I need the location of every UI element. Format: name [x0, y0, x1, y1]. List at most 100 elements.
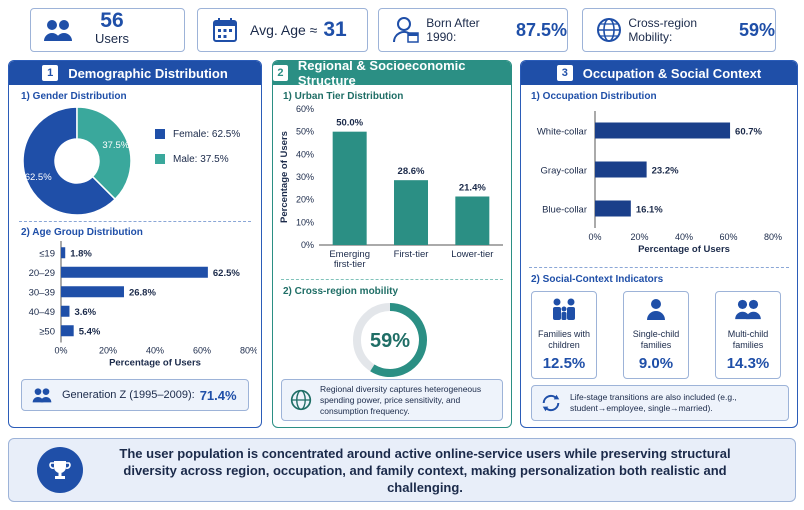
- born-after-value: 87.5%: [515, 19, 567, 40]
- x-tick-label: 80%: [240, 346, 257, 356]
- donut-slice-male: [76, 106, 132, 201]
- age-bar-value: 3.6%: [74, 307, 96, 318]
- trophy-icon: [37, 447, 83, 493]
- y-tick-label: 60%: [296, 104, 314, 114]
- age-bar-value: 26.8%: [129, 287, 156, 298]
- occupation-bar-value: 60.7%: [735, 127, 762, 138]
- indicator-cards: Families with children 12.5% Single-chil…: [531, 291, 789, 379]
- section-divider: [19, 221, 251, 222]
- calendar-icon: [210, 15, 240, 45]
- urban-category-label: first-tier: [334, 259, 366, 270]
- transition-note: Life-stage transitions are also included…: [531, 385, 789, 421]
- x-tick-label: 20%: [99, 346, 117, 356]
- urban-category-label: Lower-tier: [451, 249, 493, 260]
- x-tick-label: 40%: [146, 346, 164, 356]
- born-after-stat-card: Born After 1990: 87.5%: [378, 8, 568, 52]
- urban-bar-value: 50.0%: [336, 118, 363, 129]
- age-category-label: 30–39: [29, 287, 55, 298]
- age-bar: [61, 247, 66, 259]
- x-axis-title: Percentage of Users: [638, 244, 730, 255]
- occupation-title: 1) Occupation Distribution: [531, 91, 657, 102]
- avg-age-stat-card: Avg. Age ≈ 31: [197, 8, 368, 52]
- x-axis-title: Percentage of Users: [109, 358, 201, 369]
- age-bar: [61, 325, 74, 337]
- y-tick-label: 0%: [301, 240, 314, 250]
- transition-note-text: Life-stage transitions are also included…: [570, 392, 737, 413]
- legend-male-label: Male: 37.5%: [173, 154, 229, 165]
- age-bar: [61, 305, 70, 317]
- occupation-bar-value: 23.2%: [652, 166, 679, 177]
- users-value: 56: [100, 9, 124, 32]
- urban-category-label: First-tier: [394, 249, 429, 260]
- age-bar: [61, 286, 124, 298]
- regional-note: Regional diversity captures heterogeneou…: [281, 379, 503, 421]
- regional-panel-header: 2 Regional & Socioeconomic Structure: [273, 61, 511, 88]
- age-bar-value: 62.5%: [213, 268, 240, 279]
- age-category-label: ≥50: [39, 326, 55, 337]
- genz-label: Generation Z (1995–2009):: [62, 389, 195, 401]
- indicator-multi-child: Multi-child families 14.3%: [715, 291, 781, 379]
- x-tick-label: 60%: [719, 232, 737, 242]
- globe-icon: [595, 15, 622, 45]
- panel-number: 3: [556, 65, 573, 81]
- urban-category-label: Emerging: [329, 249, 370, 260]
- occupation-category-label: White-collar: [537, 127, 587, 138]
- occupation-bar: [595, 122, 731, 139]
- urban-bar: [394, 180, 428, 245]
- x-tick-label: 0%: [54, 346, 67, 356]
- indicator-value: 12.5%: [542, 355, 586, 372]
- x-tick-label: 60%: [193, 346, 211, 356]
- person-calendar-icon: [391, 15, 420, 45]
- urban-bar-value: 28.6%: [398, 166, 425, 177]
- urban-bar: [455, 196, 490, 245]
- indicator-single-child: Single-child families 9.0%: [623, 291, 689, 379]
- globe-icon: [290, 389, 312, 411]
- x-tick-label: 80%: [764, 232, 782, 242]
- users-stat-card: 56 Users: [30, 8, 185, 52]
- mobility-stat-card: Cross-region Mobility: 59%: [582, 8, 776, 52]
- panel-title: Occupation & Social Context: [582, 65, 762, 81]
- y-tick-label: 30%: [296, 172, 314, 182]
- age-bar-chart: ≤19 1.8% 20–29 62.5% 30–39 26.8% 40–49 3.6% ≥50 5…: [29, 241, 257, 369]
- born-after-label: Born After 1990:: [426, 16, 480, 44]
- age-category-label: 40–49: [29, 307, 55, 318]
- gender-distribution-title: 1) Gender Distribution: [21, 91, 127, 102]
- age-category-label: 20–29: [29, 268, 55, 279]
- occupation-panel: 3 Occupation & Social Context 1) Occupat…: [520, 60, 798, 428]
- section-divider: [529, 267, 789, 268]
- indicator-families-with-children: Families with children 12.5%: [531, 291, 597, 379]
- y-tick-label: 20%: [296, 195, 314, 205]
- indicator-label: Multi-child families: [727, 329, 769, 350]
- indicator-value: 9.0%: [638, 355, 674, 372]
- y-tick-label: 50%: [296, 127, 314, 137]
- legend-swatch-male: [155, 154, 165, 165]
- ring-progress: [370, 303, 427, 377]
- gender-legend: Female: 62.5% Male: 37.5%: [155, 129, 240, 165]
- x-tick-label: 40%: [675, 232, 693, 242]
- indicator-value: 14.3%: [726, 355, 770, 372]
- mobility-label: Cross-region Mobility:: [628, 16, 698, 44]
- age-bar: [61, 266, 208, 278]
- mobility-value: 59%: [738, 19, 775, 40]
- users-label: Users: [95, 31, 129, 46]
- urban-tier-title: 1) Urban Tier Distribution: [283, 91, 404, 102]
- x-tick-label: 0%: [588, 232, 601, 242]
- multi-child-icon: [735, 299, 761, 320]
- genz-callout: Generation Z (1995–2009): 71.4%: [21, 379, 249, 411]
- avg-age-label: Avg. Age ≈: [250, 22, 318, 38]
- legend-swatch-female: [155, 129, 165, 140]
- age-bar-value: 1.8%: [70, 248, 92, 259]
- occupation-bar-value: 16.1%: [636, 205, 663, 216]
- y-axis-title: Percentage of Users: [279, 131, 290, 223]
- social-context-title: 2) Social-Context Indicators: [531, 274, 664, 285]
- regional-panel: 2 Regional & Socioeconomic Structure 1) …: [272, 60, 512, 428]
- urban-bar-value: 21.4%: [459, 182, 486, 193]
- donut-slice-label: 37.5%: [102, 140, 129, 151]
- donut-slice-label: 62.5%: [25, 172, 52, 183]
- y-tick-label: 10%: [296, 217, 314, 227]
- occupation-category-label: Gray-collar: [541, 166, 587, 177]
- indicator-label: Single-child families: [632, 329, 680, 350]
- regional-note-text: Regional diversity captures heterogeneou…: [320, 383, 482, 416]
- occupation-bar: [595, 200, 631, 217]
- age-category-label: ≤19: [39, 248, 55, 259]
